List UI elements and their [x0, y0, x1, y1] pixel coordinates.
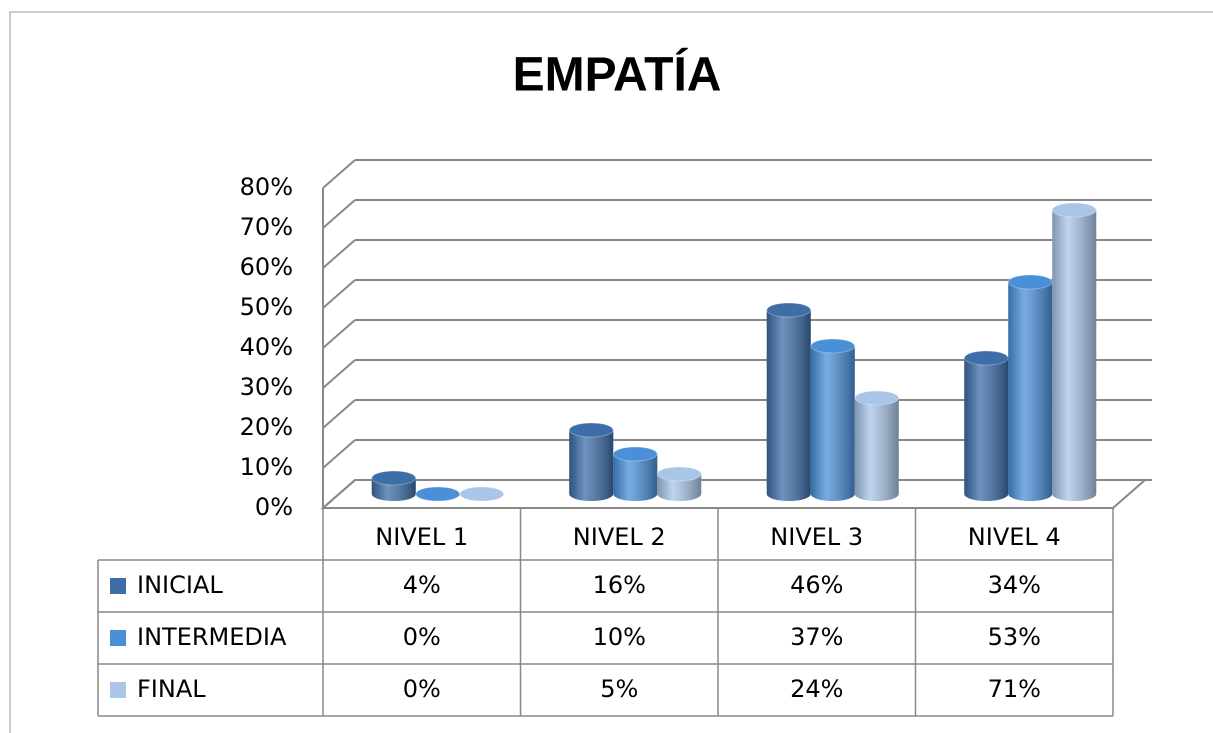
- x-tick-label: NIVEL 4: [968, 523, 1061, 551]
- x-tick-label: NIVEL 3: [770, 523, 863, 551]
- y-tick-label: 10%: [240, 453, 293, 481]
- data-label: 4%: [403, 571, 441, 599]
- grid-line: [322, 439, 356, 469]
- cylinder-top: [1051, 202, 1097, 218]
- data-label: 34%: [988, 571, 1041, 599]
- cylinder-top: [568, 422, 614, 438]
- y-tick-label: 20%: [240, 413, 293, 441]
- cylinder-top: [371, 470, 417, 486]
- grid-line: [322, 199, 356, 229]
- legend-label: INTERMEDIA: [137, 623, 287, 651]
- grid-line: [322, 399, 356, 429]
- cylinder-shade: [657, 474, 702, 502]
- cylinder-top: [415, 486, 461, 502]
- grid-line: [322, 279, 356, 309]
- y-tick-label: 70%: [240, 213, 293, 241]
- cylinder-shade: [1008, 282, 1053, 502]
- chart-frame: [9, 11, 1213, 733]
- cylinder-shade: [766, 310, 811, 502]
- data-label: 53%: [988, 623, 1041, 651]
- y-tick-label: 40%: [240, 333, 293, 361]
- data-label: 0%: [403, 675, 441, 703]
- data-label: 71%: [988, 675, 1041, 703]
- data-label: 5%: [600, 675, 638, 703]
- x-tick-label: NIVEL 1: [375, 523, 468, 551]
- y-tick-label: 60%: [240, 253, 293, 281]
- cylinder-shade: [1052, 210, 1097, 502]
- cylinder-shade: [964, 358, 1009, 502]
- cylinder-top: [854, 390, 900, 406]
- cylinder-top: [656, 466, 702, 482]
- grid-line: [322, 359, 356, 389]
- x-tick-label: NIVEL 2: [573, 523, 666, 551]
- data-label: 16%: [593, 571, 646, 599]
- legend-swatch: [110, 630, 126, 646]
- grid-line: [322, 239, 356, 269]
- grid-line: [322, 479, 356, 509]
- y-tick-label: 30%: [240, 373, 293, 401]
- cylinder-top: [810, 338, 856, 354]
- data-label: 10%: [593, 623, 646, 651]
- data-label: 0%: [403, 623, 441, 651]
- cylinder-shade: [613, 454, 658, 502]
- cylinder-top: [963, 350, 1009, 366]
- legend-label: INICIAL: [137, 571, 223, 599]
- cylinder-shade: [854, 398, 899, 502]
- cylinder-top: [1007, 274, 1053, 290]
- data-label: 46%: [790, 571, 843, 599]
- cylinder-top: [459, 486, 505, 502]
- y-tick-label: 50%: [240, 293, 293, 321]
- legend-label: FINAL: [137, 675, 206, 703]
- cylinder-shade: [569, 430, 614, 502]
- data-label: 37%: [790, 623, 843, 651]
- grid-line: [322, 159, 356, 189]
- cylinder-top: [612, 446, 658, 462]
- data-label: 24%: [790, 675, 843, 703]
- y-tick-label: 80%: [240, 173, 293, 201]
- cylinder-shade: [810, 346, 855, 502]
- y-tick-label: 0%: [255, 493, 293, 521]
- grid-line: [322, 319, 356, 349]
- legend-swatch: [110, 682, 126, 698]
- legend-swatch: [110, 578, 126, 594]
- chart-title: EMPATÍA: [513, 48, 722, 102]
- cylinder-top: [766, 302, 812, 318]
